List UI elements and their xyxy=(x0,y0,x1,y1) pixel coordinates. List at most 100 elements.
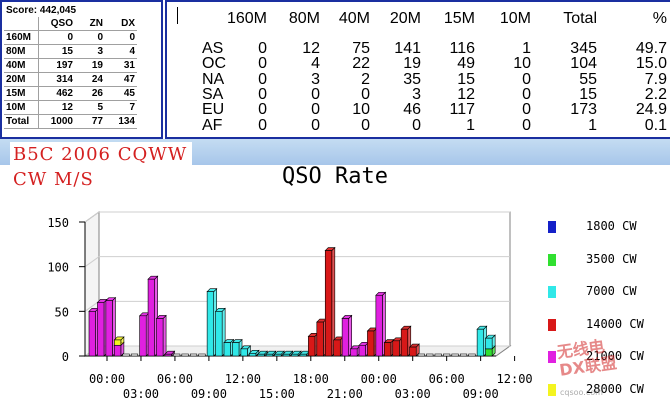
score-row: 80M 15 3 4 xyxy=(4,44,137,59)
continent-cell: 24.9 xyxy=(635,101,667,119)
continent-cell: 12 xyxy=(302,40,320,57)
continent-cell: 10 xyxy=(513,55,531,73)
legend-swatch xyxy=(548,383,556,396)
score-table: QSO ZN DX 160M 0 0 0 80M 15 3 4 40M 197 19 31 20M… xyxy=(4,17,137,129)
score-cell: 26 xyxy=(75,86,105,101)
continent-row-label: OC xyxy=(202,55,226,73)
score-header-dx: DX xyxy=(105,17,137,31)
continent-cell: 3 xyxy=(412,85,421,103)
score-cell: 12 xyxy=(38,100,75,115)
continent-cell: 0 xyxy=(522,116,531,134)
score-cell: 462 xyxy=(38,86,75,101)
continent-cell: 0 xyxy=(361,85,370,103)
continent-cell: 2 xyxy=(361,70,370,88)
continent-cell: 0 xyxy=(311,101,320,119)
score-cell: Total xyxy=(4,114,39,129)
continent-row-label: AS xyxy=(202,40,224,57)
continent-cell: 0 xyxy=(311,116,320,134)
continent-cell: 141 xyxy=(394,40,421,57)
score-panel: Score: 442,045 QSO ZN DX 160M 0 0 0 80M 15 3 4… xyxy=(0,0,163,139)
score-cell: 77 xyxy=(75,114,105,129)
stamp-line-1: B5C 2006 CQWW xyxy=(13,144,188,165)
score-cell: 314 xyxy=(38,72,75,87)
continent-row-label: SA xyxy=(202,85,224,103)
continent-cell: 1 xyxy=(588,116,597,134)
score-cell: 4 xyxy=(105,44,137,59)
score-cell: 19 xyxy=(75,58,105,73)
continent-cell: 55 xyxy=(579,70,597,88)
score-header-zn: ZN xyxy=(75,17,105,31)
continent-cell: 35 xyxy=(403,70,421,88)
score-header-qso: QSO xyxy=(38,17,75,31)
score-cell: 20M xyxy=(4,72,39,87)
continent-cell: 10 xyxy=(352,101,370,119)
continent-cell: 0 xyxy=(258,116,267,134)
chart-title: QSO Rate xyxy=(282,164,388,189)
continent-cell: 3 xyxy=(311,70,320,88)
score-row: 40M 197 19 31 xyxy=(4,58,137,73)
watermark-site: cqsoo.com xyxy=(560,388,603,397)
legend-label: 7000 CW xyxy=(586,284,637,298)
continent-cell: 1 xyxy=(466,116,475,134)
legend-swatch xyxy=(548,286,556,298)
continent-cell: 0.1 xyxy=(644,116,667,134)
score-cell: 31 xyxy=(105,58,137,73)
continent-cell: 15 xyxy=(457,70,475,88)
score-row: 15M 462 26 45 xyxy=(4,86,137,101)
legend-label: 28000 CW xyxy=(586,381,644,396)
continent-cell: 0 xyxy=(258,101,267,119)
continent-cell: 345 xyxy=(570,40,597,57)
legend-swatch xyxy=(548,221,556,233)
legend-label: 14000 CW xyxy=(586,316,644,331)
score-cell: 7 xyxy=(105,100,137,115)
score-cell: 45 xyxy=(105,86,137,101)
continent-cell: 0 xyxy=(258,85,267,103)
continent-cell: 0 xyxy=(311,85,320,103)
score-header-band xyxy=(4,17,39,31)
score-cell: 40M xyxy=(4,58,39,73)
score-cell: 134 xyxy=(105,114,137,129)
continent-cell: 0 xyxy=(522,70,531,88)
score-row: 10M 12 5 7 xyxy=(4,100,137,115)
continent-cell: 0 xyxy=(258,55,267,73)
score-cell: 15M xyxy=(4,86,39,101)
continent-cell: 0 xyxy=(361,116,370,134)
continent-cell: 0 xyxy=(522,85,531,103)
score-cell: 3 xyxy=(75,44,105,59)
continent-header-3: 20M xyxy=(389,10,421,27)
continent-cell: 49.7 xyxy=(635,40,667,57)
continent-header-0: 160M xyxy=(226,10,267,27)
continent-cell: 0 xyxy=(412,116,421,134)
continent-cell: 19 xyxy=(403,55,421,73)
continent-header-4: 15M xyxy=(443,10,475,27)
continent-cell: 49 xyxy=(457,55,475,73)
score-cell: 0 xyxy=(105,30,137,45)
continent-row-label: AF xyxy=(202,116,223,134)
continent-cell: 15 xyxy=(579,85,597,103)
continent-header-5: 10M xyxy=(499,10,531,27)
score-cell: 80M xyxy=(4,44,39,59)
continent-cell: 4 xyxy=(311,55,320,73)
continent-cell: 104 xyxy=(570,55,597,73)
stamp-line-2: CW M/S xyxy=(13,169,94,190)
continent-header-2: 40M xyxy=(338,10,370,27)
legend-label: 21000 CW xyxy=(586,349,644,363)
continent-cell: 7.9 xyxy=(644,70,667,88)
continent-cell: 0 xyxy=(258,70,267,88)
continent-row-label: NA xyxy=(202,70,225,88)
continent-cell: 2.2 xyxy=(644,85,667,103)
panel-divider xyxy=(177,7,178,24)
continent-cell: 116 xyxy=(449,40,475,57)
legend-label: 1800 CW xyxy=(586,219,637,233)
score-cell: 15 xyxy=(38,44,75,59)
score-row: 160M 0 0 0 xyxy=(4,30,137,45)
legend-swatch xyxy=(548,318,556,331)
continent-cell: 12 xyxy=(457,85,475,103)
contest-stamp: B5C 2006 CQWW CW M/S xyxy=(10,142,192,196)
score-cell: 197 xyxy=(38,58,75,73)
legend-swatch xyxy=(548,253,556,266)
legend-swatch xyxy=(548,351,556,363)
continent-cell: 46 xyxy=(403,101,421,119)
continent-header-1: 80M xyxy=(288,10,320,27)
continent-cell: 0 xyxy=(522,101,531,119)
